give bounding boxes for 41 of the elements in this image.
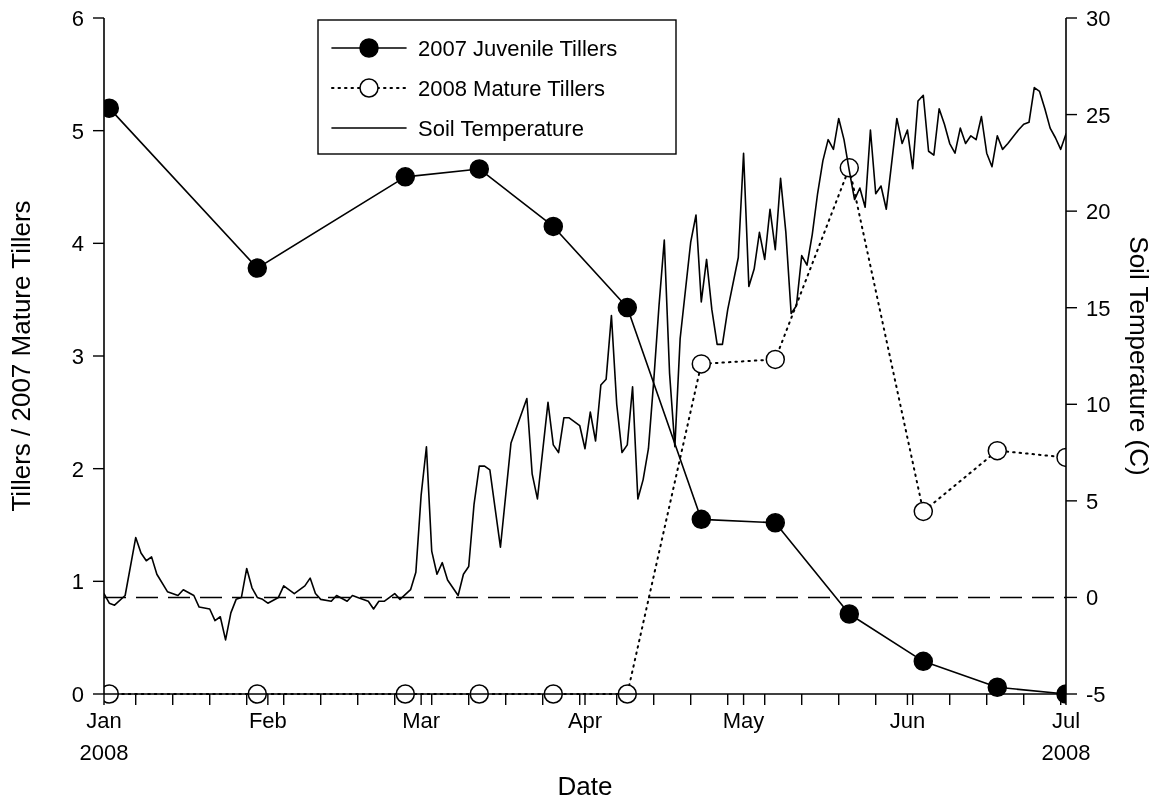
y-tick-label: 0 xyxy=(71,682,84,707)
y-tick-label: 6 xyxy=(71,6,84,31)
y2-tick-label: 0 xyxy=(1086,585,1099,611)
y2-tick-label: -5 xyxy=(1086,682,1106,707)
legend-label: 2007 Juvenile Tillers xyxy=(418,36,618,61)
x-tick-label: May xyxy=(722,708,765,733)
y-tick-label: 3 xyxy=(71,344,84,369)
point xyxy=(395,167,416,187)
y2-tick-label: 20 xyxy=(1086,199,1111,225)
point xyxy=(247,258,268,278)
y2-tick-label: 30 xyxy=(1086,6,1111,31)
y-tick-label: 1 xyxy=(71,569,84,595)
y-tick-label: 2 xyxy=(71,456,84,482)
y2-axis-title: Soil Temperature (C) xyxy=(1124,236,1154,476)
y2-tick-label: 10 xyxy=(1086,392,1111,418)
y-tick-label: 4 xyxy=(71,231,84,257)
x-tick-label: Mar xyxy=(402,708,441,733)
x-tick-label: Jan 2008 xyxy=(79,708,129,765)
point xyxy=(913,651,934,672)
point xyxy=(987,440,1008,461)
point xyxy=(617,297,638,318)
y-axis-title: Tillers / 2007 Mature Tillers xyxy=(6,200,36,512)
legend-label: Soil Temperature xyxy=(418,116,584,141)
x-tick-label: Jun xyxy=(889,708,926,733)
point xyxy=(691,509,712,530)
y2-tick-label: 5 xyxy=(1086,488,1099,514)
y2-tick-label: 15 xyxy=(1086,295,1111,321)
x-tick-label: Apr xyxy=(567,708,603,733)
point xyxy=(913,501,934,522)
point xyxy=(469,159,490,179)
x-tick-label: Jul 2008 xyxy=(1041,708,1091,765)
point xyxy=(839,604,860,624)
point xyxy=(543,216,564,237)
point xyxy=(765,349,786,370)
legend-label: 2008 Mature Tillers xyxy=(418,76,606,101)
y2-tick-label: 25 xyxy=(1086,102,1111,128)
x-tick-label: Feb xyxy=(248,708,287,733)
y-tick-label: 5 xyxy=(71,118,84,144)
point xyxy=(691,354,712,374)
x-axis-title: Date xyxy=(557,771,613,801)
point xyxy=(765,513,786,533)
